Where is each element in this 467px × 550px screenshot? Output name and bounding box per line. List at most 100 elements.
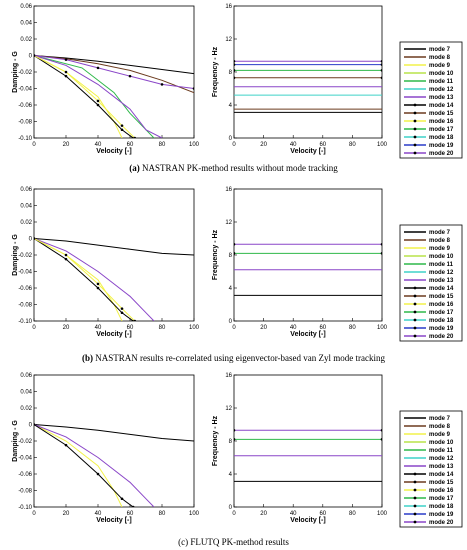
legend: mode 7 mode 8 mode 9 mode 10 mode 11 mode 12 m… — [399, 410, 463, 528]
data-point — [64, 257, 68, 261]
frequency-2-frame — [233, 374, 383, 508]
damping-1-ytick-label: -0.10 — [18, 319, 32, 325]
damping-0-ytick-label: -0.10 — [18, 136, 32, 142]
legend-marker — [413, 127, 417, 131]
frequency-1-frame — [233, 188, 383, 322]
damping-2-ytick-label: 0 — [29, 423, 33, 429]
frequency-2-xtick-label: 40 — [290, 511, 297, 517]
data-point — [380, 428, 382, 432]
damping-0-xtick-label: 100 — [189, 142, 200, 148]
frequency-2-xtick-label: 60 — [319, 511, 326, 517]
damping-1-ytick-label: 0.04 — [20, 204, 32, 210]
legend-entry: mode 10 — [429, 440, 454, 446]
legend-marker — [413, 302, 417, 306]
data-point — [34, 54, 36, 57]
legend-entry: mode 11 — [429, 79, 454, 85]
legend-entry: mode 17 — [429, 310, 454, 316]
damping-0-ytick-label: -0.08 — [18, 120, 32, 126]
series-line-mode-9 — [34, 424, 123, 507]
frequency-0-ytick-label: 16 — [225, 4, 232, 10]
legend-entry: mode 11 — [429, 448, 454, 454]
legend-marker — [413, 119, 417, 123]
data-point — [234, 438, 236, 441]
frequency-2-ylabel: Frequency - Hz — [212, 415, 219, 466]
legend-entry: mode 9 — [429, 63, 451, 69]
damping-1-ytick-label: -0.02 — [18, 253, 32, 259]
frequency-0-xtick-label: 100 — [377, 142, 388, 148]
legend-box — [399, 410, 463, 528]
frequency-2-ytick-label: 8 — [229, 439, 233, 445]
damping-2-ytick-label: 0.04 — [20, 390, 32, 396]
frequency-1-series — [234, 242, 382, 296]
legend-entry: mode 16 — [429, 119, 454, 125]
legend-entry: mode 10 — [429, 254, 454, 260]
damping-1-series — [34, 237, 194, 321]
legend-marker — [413, 103, 417, 107]
series-line-mode-7 — [34, 55, 194, 75]
legend-marker — [413, 488, 417, 492]
frequency-1-ytick-label: 4 — [229, 286, 233, 292]
damping-0-xlabel: Velocity [-] — [96, 148, 131, 155]
legend: mode 7 mode 8 mode 9 mode 10 mode 11 mode 12 m… — [399, 224, 463, 342]
legend-entry: mode 20 — [429, 520, 454, 526]
data-point — [160, 83, 164, 86]
frequency-0-xtick-label: 20 — [260, 142, 267, 148]
legend-entry: mode 18 — [429, 504, 454, 510]
data-point — [96, 472, 100, 476]
damping-2-series — [34, 423, 194, 507]
legend-entry: mode 19 — [429, 326, 454, 332]
legend: mode 7 mode 8 mode 9 mode 10 mode 11 mode 12 m… — [399, 41, 463, 159]
data-point — [64, 74, 68, 78]
damping-1-plot: 0 20 40 60 80 100 -0.10 -0.08 -0.06 -0.04 -0.02 0 0.… — [12, 187, 200, 338]
legend-marker — [413, 326, 417, 330]
frequency-2-ytick-label: 4 — [229, 472, 233, 478]
frequency-1-plot: 0 20 40 60 80 100 0 4 8 12 16 Velocity [-] Frequency… — [212, 187, 388, 338]
damping-1-ytick-label: 0 — [29, 237, 33, 243]
frequency-1-xtick-label: 100 — [377, 325, 388, 331]
damping-2-xtick-label: 60 — [127, 511, 134, 517]
frequency-0-xtick-label: 40 — [290, 142, 297, 148]
data-point — [380, 69, 382, 72]
damping-1-xtick-label: 100 — [189, 325, 200, 331]
damping-0-xtick-label: 60 — [127, 142, 134, 148]
frequency-1-xtick-label: 40 — [290, 325, 297, 331]
legend-marker — [413, 318, 417, 322]
data-point — [96, 99, 100, 103]
legend-entry: mode 8 — [429, 424, 451, 430]
legend-entry: mode 7 — [429, 416, 451, 422]
data-point — [96, 286, 100, 290]
data-point — [380, 252, 382, 255]
frequency-2-ytick-label: 0 — [229, 505, 233, 511]
frequency-0-xtick-label: 80 — [349, 142, 356, 148]
legend-marker — [413, 512, 417, 516]
data-point — [34, 423, 36, 426]
damping-0-ytick-label: -0.06 — [18, 103, 32, 109]
legend-entry: mode 14 — [429, 472, 454, 478]
damping-2-frame — [33, 374, 195, 508]
figure-row-c: 0 20 40 60 80 100-0.10-0.08-0.06-0.04-0.0200.… — [12, 373, 463, 528]
data-point — [380, 59, 382, 63]
legend-marker — [413, 111, 417, 115]
data-point — [120, 128, 124, 132]
legend-entry: mode 7 — [429, 230, 451, 236]
frequency-0-plot: 0 20 40 60 80 100 0 4 8 12 16 Velocity [-] Frequency… — [212, 4, 388, 155]
data-point — [64, 70, 68, 74]
frequency-0-series — [234, 59, 382, 113]
legend-entry: mode 13 — [429, 464, 454, 470]
legend-entry: mode 8 — [429, 238, 451, 244]
damping-2-xtick-label: 0 — [32, 511, 36, 517]
series-line-mode-13 — [34, 238, 155, 321]
frequency-2-xtick-label: 0 — [232, 511, 236, 517]
legend-entry: mode 7 — [429, 47, 451, 53]
legend-entry: mode 10 — [429, 71, 454, 77]
data-point — [234, 69, 236, 72]
legend-entry: mode 13 — [429, 278, 454, 284]
frequency-2-xlabel: Velocity [-] — [290, 517, 325, 524]
legend-marker — [413, 286, 417, 290]
damping-1-xlabel: Velocity [-] — [96, 331, 131, 338]
damping-0-ytick-label: -0.04 — [18, 87, 32, 93]
data-point — [120, 124, 124, 127]
legend-entry: mode 19 — [429, 512, 454, 518]
legend-entry: mode 16 — [429, 302, 454, 308]
series-line-mode-8 — [34, 55, 194, 94]
